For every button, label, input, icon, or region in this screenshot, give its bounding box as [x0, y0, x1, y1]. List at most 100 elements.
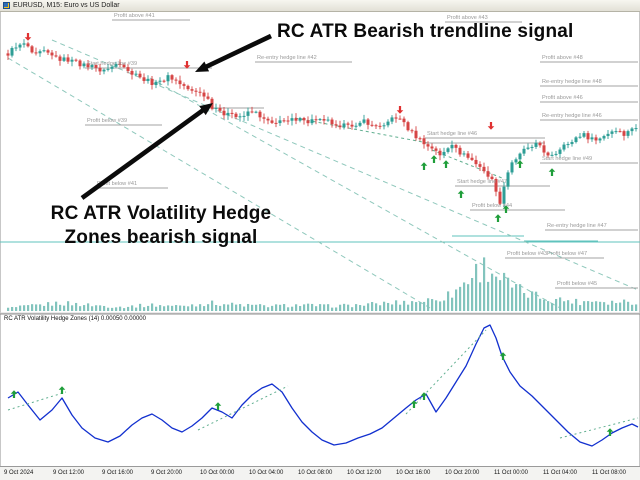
chart-window-title: EURUSD, M15: Euro vs US Dollar: [13, 2, 120, 9]
volume-bar: [583, 301, 586, 311]
candle: [142, 77, 146, 81]
volume-bar: [623, 299, 626, 311]
volume-bar: [251, 304, 254, 311]
volume-bar: [443, 300, 446, 311]
candle: [138, 73, 142, 78]
volume-bar: [127, 306, 130, 311]
candle: [486, 171, 490, 177]
volume-bar: [363, 305, 366, 311]
volume-bar: [451, 297, 454, 311]
volume-bar: [559, 297, 562, 311]
candle: [562, 144, 566, 150]
candle: [362, 119, 366, 123]
sell-signal-arrow-icon: [24, 33, 32, 41]
candle: [242, 115, 246, 117]
candle: [26, 43, 30, 47]
candle: [546, 152, 550, 156]
volume-bar: [575, 298, 578, 311]
volume-bar: [347, 304, 350, 311]
buy-signal-arrow-icon: [442, 160, 450, 168]
volume-bar: [459, 286, 462, 311]
volume-bar: [227, 304, 230, 311]
volume-bar: [535, 291, 538, 311]
candle: [514, 159, 518, 163]
indicator-buy-arrow-icon: [499, 352, 507, 360]
volume-bar: [527, 297, 530, 311]
candle: [58, 56, 62, 61]
volume-bar: [435, 300, 438, 311]
annotation-arrow-line: [202, 33, 272, 71]
candle: [334, 124, 338, 126]
candle: [430, 146, 434, 149]
candle: [54, 55, 58, 57]
volume-bar: [179, 305, 182, 311]
volume-bar: [263, 305, 266, 311]
candle: [70, 59, 74, 62]
volume-bar: [239, 304, 242, 311]
candle: [278, 120, 282, 124]
volume-bar: [539, 298, 542, 311]
candle: [134, 73, 138, 75]
volume-bar: [403, 300, 406, 311]
candle: [622, 131, 626, 136]
volume-bar: [7, 307, 10, 311]
indicator-dotted-trendline: [559, 417, 639, 439]
indicator-label: RC ATR Volatility Hedge Zones (14) 0.000…: [4, 316, 146, 322]
candle: [494, 179, 498, 192]
candle: [566, 144, 570, 146]
candle: [438, 150, 442, 156]
volume-bar: [371, 302, 374, 311]
volume-bar: [219, 305, 222, 311]
hedge-label: Profit below #47: [547, 251, 587, 257]
candle: [246, 111, 250, 116]
candle: [150, 78, 154, 86]
atr-trendline-segment: [294, 117, 429, 144]
volume-bar: [291, 306, 294, 311]
volume-bar: [283, 304, 286, 311]
volume-bar: [563, 301, 566, 311]
hedge-label: Re-entry hedge line #47: [547, 223, 607, 229]
candle: [570, 142, 574, 145]
volume-bar: [511, 287, 514, 311]
volume-bar: [119, 306, 122, 311]
hedge-label: Start hedge line #39: [87, 61, 137, 67]
candle: [18, 44, 22, 48]
candle: [330, 119, 334, 125]
dashed-trendline: [51, 39, 639, 291]
annotation-arrow-line: [80, 106, 208, 200]
candle: [250, 111, 254, 113]
volume-bar: [343, 303, 346, 311]
volume-bar: [331, 307, 334, 311]
candle: [158, 80, 162, 82]
candle: [178, 80, 182, 85]
chart-title-bar: EURUSD, M15: Euro vs US Dollar: [0, 0, 640, 12]
candle: [614, 131, 618, 133]
volume-bar: [603, 302, 606, 311]
volume-bar: [499, 280, 502, 311]
volume-bar: [531, 291, 534, 311]
volume-bar: [163, 306, 166, 311]
candle: [394, 117, 398, 119]
candle: [6, 53, 10, 56]
volume-bar: [87, 303, 90, 311]
hedge-label: Re-entry hedge line #48: [542, 79, 602, 85]
indicator-buy-arrow-icon: [410, 400, 418, 408]
volume-bar: [359, 305, 362, 311]
volume-bar: [487, 281, 490, 311]
indicator-line: [7, 324, 639, 447]
candle: [258, 111, 262, 118]
time-axis[interactable]: 9 Oct 2024 9 Oct 12:00 9 Oct 16:00 9 Oct 20…: [0, 466, 640, 480]
candle: [442, 151, 446, 156]
volume-bar: [479, 282, 482, 311]
volume-bar: [175, 305, 178, 311]
indicator-dotted-trendline: [197, 385, 289, 431]
candle: [386, 121, 390, 126]
candle: [326, 119, 330, 121]
hedge-label: Profit above #46: [542, 95, 583, 101]
hedge-label: Profit below #41: [97, 181, 137, 187]
time-axis-label: 9 Oct 2024: [4, 470, 34, 476]
volume-bar: [327, 304, 330, 311]
candle: [474, 159, 478, 165]
